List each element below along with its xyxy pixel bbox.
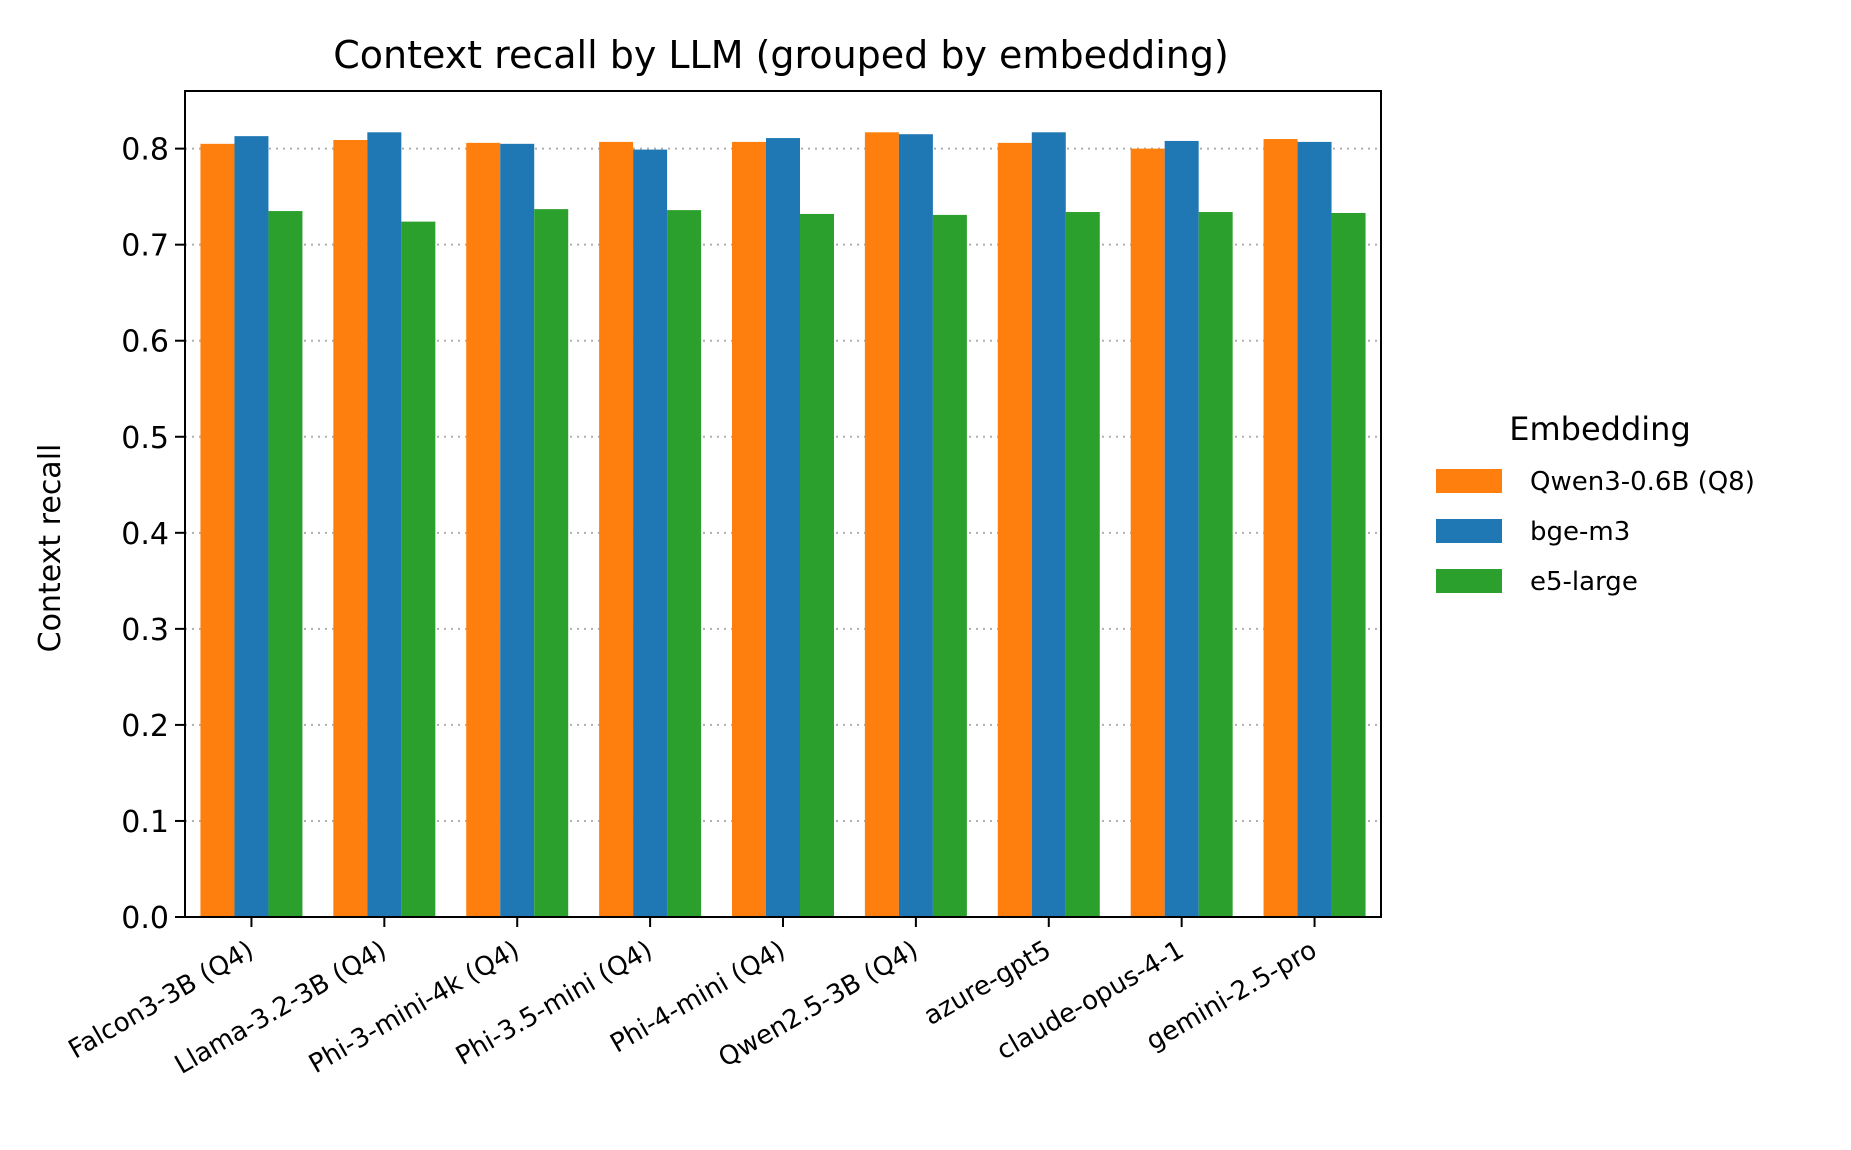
bar-e5-large-5: [932, 214, 967, 917]
y-tick-label: 0.3: [121, 613, 169, 648]
bar-bge-m3-5: [898, 134, 933, 917]
bar-e5-large-8: [1331, 212, 1366, 917]
bar-bge-m3-0: [234, 136, 269, 918]
y-tick-label: 0.1: [121, 805, 169, 840]
bar-bge-m3-3: [633, 149, 668, 917]
bar-bge-m3-8: [1297, 141, 1332, 917]
bar-bge-m3-2: [500, 143, 535, 918]
legend-entry: e5-large: [1530, 567, 1638, 597]
legend-swatch: [1436, 469, 1502, 493]
y-tick-label: 0.2: [121, 709, 169, 744]
bar-qwen3-0-6b-q8-8: [1263, 139, 1298, 917]
bar-bge-m3-6: [1031, 132, 1066, 918]
bar-e5-large-1: [401, 221, 436, 917]
legend-swatch: [1436, 519, 1502, 543]
y-tick-label: 0.5: [121, 421, 169, 456]
y-tick-label: 0.7: [121, 229, 169, 264]
y-tick-label: 0.8: [121, 133, 169, 168]
bar-bge-m3-4: [766, 138, 800, 917]
bar-qwen3-0-6b-q8-0: [200, 143, 235, 918]
legend-entry: Qwen3-0.6B (Q8): [1530, 467, 1755, 497]
bar-qwen3-0-6b-q8-3: [599, 141, 634, 917]
bar-qwen3-0-6b-q8-4: [732, 141, 766, 917]
bar-qwen3-0-6b-q8-5: [864, 132, 899, 918]
bar-e5-large-0: [268, 211, 303, 918]
bar-e5-large-7: [1198, 212, 1233, 917]
bar-qwen3-0-6b-q8-7: [1130, 148, 1165, 917]
bar-e5-large-2: [534, 209, 569, 917]
bar-bge-m3-1: [367, 132, 402, 918]
chart-title: Context recall by LLM (grouped by embedd…: [333, 33, 1229, 77]
legend-swatch: [1436, 569, 1502, 593]
bar-bge-m3-7: [1164, 140, 1199, 917]
bar-e5-large-6: [1065, 212, 1100, 917]
legend-entry: bge-m3: [1530, 517, 1630, 547]
y-tick-label: 0.4: [121, 517, 169, 552]
bar-e5-large-3: [667, 210, 702, 918]
bar-e5-large-4: [800, 213, 834, 918]
x-axis: Falcon3-3B (Q4)Llama-3.2-3B (Q4)Phi-3-mi…: [64, 917, 1322, 1081]
bar-qwen3-0-6b-q8-1: [333, 139, 368, 918]
bar-qwen3-0-6b-q8-6: [997, 142, 1032, 917]
x-tick-label: Phi-3-mini-4k (Q4): [304, 935, 525, 1080]
y-axis-label: Context recall: [33, 444, 68, 653]
y-tick-label: 0.0: [121, 901, 169, 936]
bars: [200, 132, 1366, 918]
x-tick-label: Llama-3.2-3B (Q4): [170, 935, 392, 1080]
y-axis: 0.0 0.1 0.2 0.3 0.4 0.5 0.6 0.7 0.8: [121, 133, 185, 936]
legend: Embedding Qwen3-0.6B (Q8) bge-m3 e5-large: [1436, 410, 1755, 597]
legend-title: Embedding: [1509, 410, 1691, 448]
y-tick-label: 0.6: [121, 325, 169, 360]
bar-qwen3-0-6b-q8-2: [466, 142, 501, 917]
